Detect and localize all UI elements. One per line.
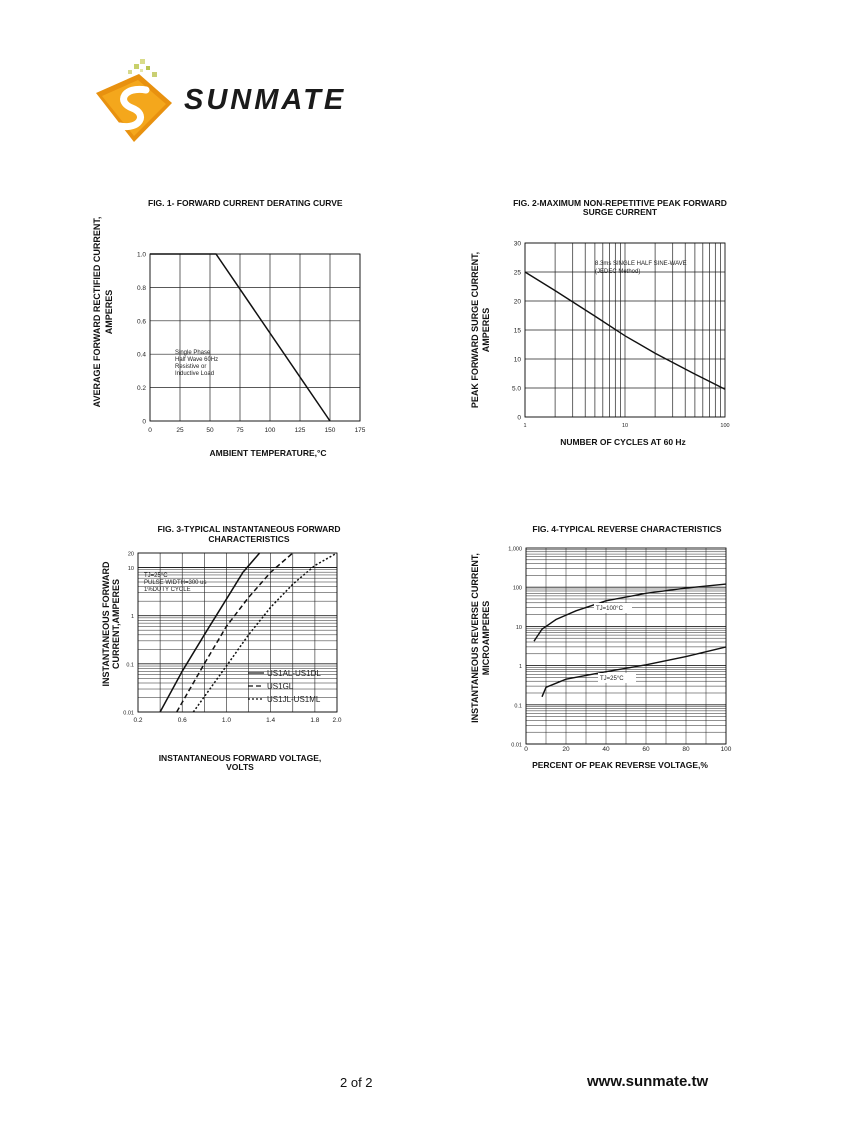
fig3-x-tick-label: 1.8 [310,717,319,724]
fig3-y-tick-label: 10 [128,566,134,572]
fig1-x-tick-label: 0 [148,427,152,434]
page-number: 2 of 2 [340,1075,373,1090]
sunmate-logo [96,59,172,142]
fig1-y-tick-label: 0.6 [137,318,146,325]
fig2-y-tick-label: 10 [514,357,522,364]
fig3-legend-label-2: US1GL [267,682,294,691]
fig1-note-3: Resistive or [175,364,206,370]
fig4-series-label-1: TJ=100°C [596,606,624,612]
fig1-chart: Single Phase Half Wave 60Hz Resistive or… [137,252,366,435]
fig2-x-tick-label: 1 [523,423,526,429]
fig4-x-tick-label: 0 [524,746,528,753]
fig1-note-4: Inductive Load [175,371,214,377]
fig3-chart: TJ=25°C PULSE WIDTH=300 us 1%DUTY CYCLE … [123,552,342,725]
fig4-label-bg-1 [594,603,632,613]
fig4-x-tick-label: 40 [602,746,610,753]
fig4-y-tick-label: 0.1 [514,703,522,709]
fig4-y-tick-label: 0.01 [511,743,522,749]
fig4-y-tick-label: 1,000 [508,547,522,553]
fig4-y-tick-label: 1 [519,664,522,670]
logo-mark [96,59,172,142]
fig4-y-tick-label: 10 [516,625,522,631]
fig1-x-tick-label: 125 [295,427,306,434]
fig1-x-tick-label: 75 [236,427,244,434]
fig4-x-tick-label: 80 [682,746,690,753]
fig4-title: FIG. 4-TYPICAL REVERSE CHARACTERISTICS [532,524,722,534]
fig1-xlabel: AMBIENT TEMPERATURE,°C [209,448,327,458]
fig1-x-tick-label: 150 [325,427,336,434]
fig3-xlabel-2: VOLTS [226,762,254,772]
fig3-x-tick-label: 1.0 [222,717,231,724]
fig1-y-tick-label: 0.2 [137,385,146,392]
fig1-x-tick-label: 100 [265,427,276,434]
fig4-series-label-2: TJ=25°C [600,676,624,682]
fig3-curve-3 [192,552,338,713]
fig2-note-1: 8.3ms SINGLE HALF SINE-WAVE [595,261,687,267]
fig3-xlabel-1: INSTANTANEOUS FORWARD VOLTAGE, [158,753,322,763]
fig3-note-2: PULSE WIDTH=300 us [144,580,207,586]
fig3-title-1: FIG. 3-TYPICAL INSTANTANEOUS FORWARD [157,524,341,534]
fig1-derating-line [150,253,331,422]
brand-wordmark: SUNMATE [184,84,347,116]
fig4-plot-frame [525,547,727,745]
fig4-x-tick-label: 100 [721,746,732,753]
fig2-title-1: FIG. 2-MAXIMUM NON-REPETITIVE PEAK FORWA… [513,198,727,208]
fig2-chart: 8.3ms SINGLE HALF SINE-WAVE (JEDEC Metho… [512,241,730,430]
fig2-y-tick-label: 25 [514,270,522,277]
fig4-y-tick-label: 100 [513,586,522,592]
fig2-plot-frame [524,242,726,418]
fig1-title: FIG. 1- FORWARD CURRENT DERATING CURVE [148,198,343,208]
fig4-x-tick-label: 20 [562,746,570,753]
fig2-x-tick-label: 10 [622,423,628,429]
fig1-y-tick-label: 0 [142,419,146,426]
fig2-y-tick-label: 15 [514,328,522,335]
fig1-y-tick-label: 0.4 [137,352,146,359]
fig3-y-tick-label: 0.1 [126,662,134,668]
fig4-curve-1 [533,583,727,642]
fig2-x-tick-label: 100 [720,423,729,429]
fig3-plot-frame [137,552,338,713]
fig2-y-tick-label: 5.0 [512,386,521,393]
fig3-legend-label-3: US1JL-US1ML [267,695,321,704]
fig1-plot-frame [149,253,361,422]
fig1-note-bg [173,346,225,378]
fig4-chart: 0.01 0.1 1 10 100 1,000 0 20 40 60 80 100 TJ=100°C TJ… [508,547,732,754]
fig4-curve-2 [541,646,727,698]
fig3-x-tick-label: 0.6 [178,717,187,724]
fig2-xlabel: NUMBER OF CYCLES AT 60 Hz [560,437,686,447]
fig2-title-2: SURGE CURRENT [582,207,658,217]
website-url: www.sunmate.tw [587,1073,709,1090]
fig1-y-tick-label: 0.8 [137,285,146,292]
fig4-xlabel: PERCENT OF PEAK REVERSE VOLTAGE,% [532,760,708,770]
fig1-x-tick-label: 175 [355,427,366,434]
fig3-x-tick-label: 2.0 [332,717,341,724]
fig2-y-tick-label: 0 [517,415,521,422]
fig1-note-2: Half Wave 60Hz [175,357,218,363]
fig3-y-tick-label: 0.01 [123,711,134,717]
fig2-surge-curve [524,271,726,390]
fig3-note-3: 1%DUTY CYCLE [144,587,191,593]
fig3-y-tick-label: 20 [128,552,134,558]
fig3-note-bg [142,569,224,597]
fig3-curve-1 [159,552,261,713]
fig3-legend-label-1: US1AL-US1DL [267,669,321,678]
fig1-y-tick-label: 1.0 [137,252,146,259]
fig1-x-tick-label: 25 [176,427,184,434]
fig4-label-bg-2 [598,673,636,683]
fig3-x-tick-label: 1.4 [266,717,275,724]
fig3-y-tick-label: 1 [131,614,134,620]
fig3-x-tick-label: 0.2 [133,717,142,724]
fig1-note-1: Single Phase [175,350,211,356]
fig3-note-1: TJ=25°C [144,573,168,579]
fig3-title-2: CHARACTERISTICS [208,534,290,544]
fig4-x-tick-label: 60 [642,746,650,753]
fig2-y-tick-label: 30 [514,241,522,248]
fig2-y-tick-label: 20 [514,299,522,306]
fig1-x-tick-label: 50 [206,427,214,434]
